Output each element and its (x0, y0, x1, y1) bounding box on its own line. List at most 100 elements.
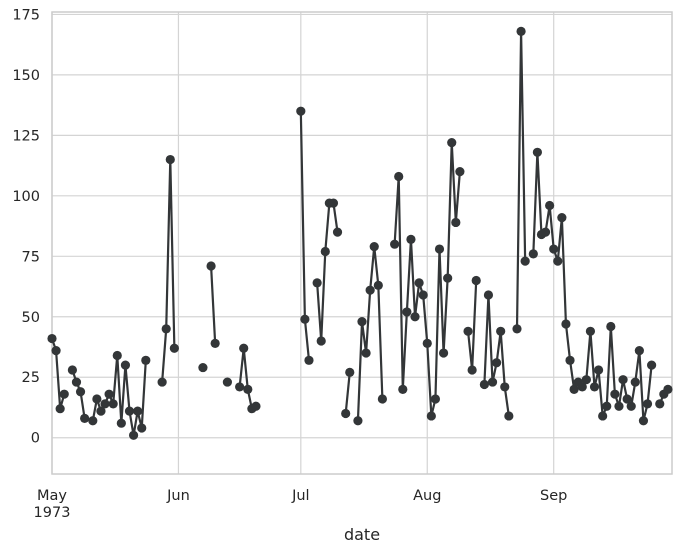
data-point (120, 360, 131, 370)
data-point (243, 384, 253, 394)
data-point (296, 106, 306, 116)
data-point (561, 319, 571, 329)
data-point (467, 365, 477, 375)
data-point (75, 387, 86, 397)
data-point (124, 406, 135, 416)
data-point (642, 399, 653, 409)
data-point (614, 401, 624, 411)
data-point (569, 384, 579, 394)
data-point (92, 394, 102, 404)
data-point (443, 273, 453, 283)
data-point (638, 416, 649, 426)
data-point (545, 200, 555, 211)
y-tick-label: 175 (12, 7, 40, 23)
data-point (104, 389, 114, 399)
data-point (341, 408, 351, 419)
data-point (80, 413, 90, 423)
data-point (540, 227, 551, 237)
data-point (108, 399, 118, 409)
data-point (504, 411, 514, 421)
data-point (516, 26, 526, 36)
data-point (618, 375, 628, 385)
y-tick-label: 125 (12, 128, 40, 144)
data-point (434, 244, 445, 254)
data-point (390, 239, 400, 249)
data-point (598, 411, 608, 421)
plot-frame (51, 11, 673, 475)
data-point (565, 355, 575, 365)
data-point (589, 382, 600, 392)
data-point (455, 167, 465, 177)
data-point (430, 394, 441, 404)
y-tick-label: 0 (31, 431, 40, 447)
data-point (100, 399, 110, 409)
data-point (447, 138, 457, 148)
data-point (402, 307, 412, 317)
x-tick-sublabel: 1973 (34, 505, 71, 521)
data-point (361, 348, 371, 358)
data-point (141, 355, 151, 365)
x-tick-label: Jun (166, 488, 190, 504)
data-point (398, 384, 408, 394)
data-point (426, 411, 436, 421)
data-point (451, 217, 461, 228)
data-point (47, 333, 57, 344)
data-point (222, 377, 232, 387)
data-point (206, 261, 216, 271)
data-point (198, 362, 208, 373)
data-point (357, 317, 367, 327)
data-point (157, 377, 167, 387)
data-point (422, 338, 432, 348)
data-point (365, 285, 375, 295)
point-layer (47, 26, 673, 440)
data-point (512, 324, 522, 334)
data-point (235, 382, 245, 392)
data-point (55, 404, 65, 414)
data-point (634, 346, 644, 356)
data-point (394, 171, 404, 182)
data-point (373, 280, 383, 290)
data-point (312, 278, 322, 288)
x-tick-label: Aug (413, 488, 441, 504)
x-tick-label: Jul (291, 488, 310, 504)
data-point (377, 394, 387, 404)
data-point (414, 278, 424, 288)
data-point (300, 314, 310, 324)
data-point (165, 154, 175, 165)
data-point (137, 423, 147, 433)
data-point (438, 348, 449, 358)
grid-layer (51, 12, 672, 474)
data-point (528, 249, 538, 259)
y-tick-label: 50 (22, 310, 40, 326)
data-point (593, 365, 604, 375)
data-point (483, 290, 494, 300)
data-point (406, 234, 416, 244)
y-tick-label: 25 (22, 370, 40, 386)
data-point (96, 406, 106, 416)
data-point (320, 246, 330, 257)
data-point (116, 418, 126, 428)
data-point (500, 382, 510, 392)
data-point (316, 336, 326, 346)
data-point (610, 389, 620, 399)
data-point (557, 213, 567, 223)
data-point (471, 275, 481, 286)
data-point (128, 430, 139, 440)
data-point (602, 401, 612, 411)
data-point (369, 242, 379, 252)
data-point (210, 338, 220, 348)
data-point (353, 416, 363, 426)
data-point (532, 147, 542, 157)
data-point (410, 312, 420, 322)
data-point (418, 290, 428, 300)
data-point (606, 321, 616, 332)
data-point (88, 416, 98, 426)
data-point (51, 346, 61, 356)
y-tick-label: 100 (12, 189, 40, 205)
data-point (332, 227, 343, 237)
data-point (345, 367, 355, 378)
series-layer (50, 30, 669, 437)
